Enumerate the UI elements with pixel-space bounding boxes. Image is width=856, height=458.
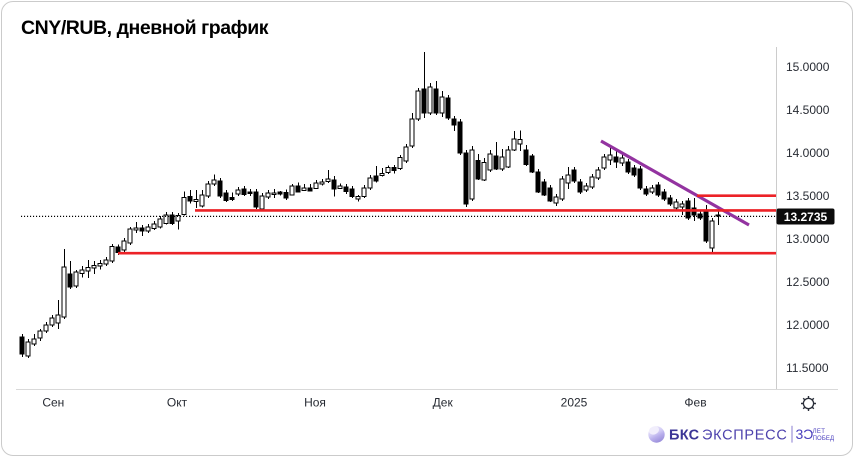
svg-text:3Ͻ: 3Ͻ: [796, 426, 814, 442]
svg-text:ЭКСПРЕСС: ЭКСПРЕСС: [702, 428, 788, 444]
svg-text:12.0000: 12.0000: [786, 318, 830, 332]
svg-text:Ноя: Ноя: [304, 396, 326, 410]
svg-text:15.0000: 15.0000: [786, 60, 830, 74]
svg-text:ЛЕТ: ЛЕТ: [813, 429, 826, 435]
svg-text:Сен: Сен: [42, 396, 64, 410]
svg-text:14.5000: 14.5000: [786, 103, 830, 117]
svg-text:14.0000: 14.0000: [786, 146, 830, 160]
svg-text:Дек: Дек: [433, 396, 454, 410]
svg-text:2025: 2025: [561, 396, 588, 410]
svg-text:13.0000: 13.0000: [786, 232, 830, 246]
svg-text:12.5000: 12.5000: [786, 275, 830, 289]
svg-text:11.5000: 11.5000: [786, 361, 829, 375]
svg-text:Фев: Фев: [684, 396, 706, 410]
svg-text:13.2735: 13.2735: [784, 210, 828, 224]
svg-text:Окт: Окт: [167, 396, 188, 410]
svg-text:ПОБЕД: ПОБЕД: [813, 436, 835, 442]
svg-text:13.5000: 13.5000: [786, 189, 830, 203]
svg-text:БКС: БКС: [669, 428, 700, 444]
